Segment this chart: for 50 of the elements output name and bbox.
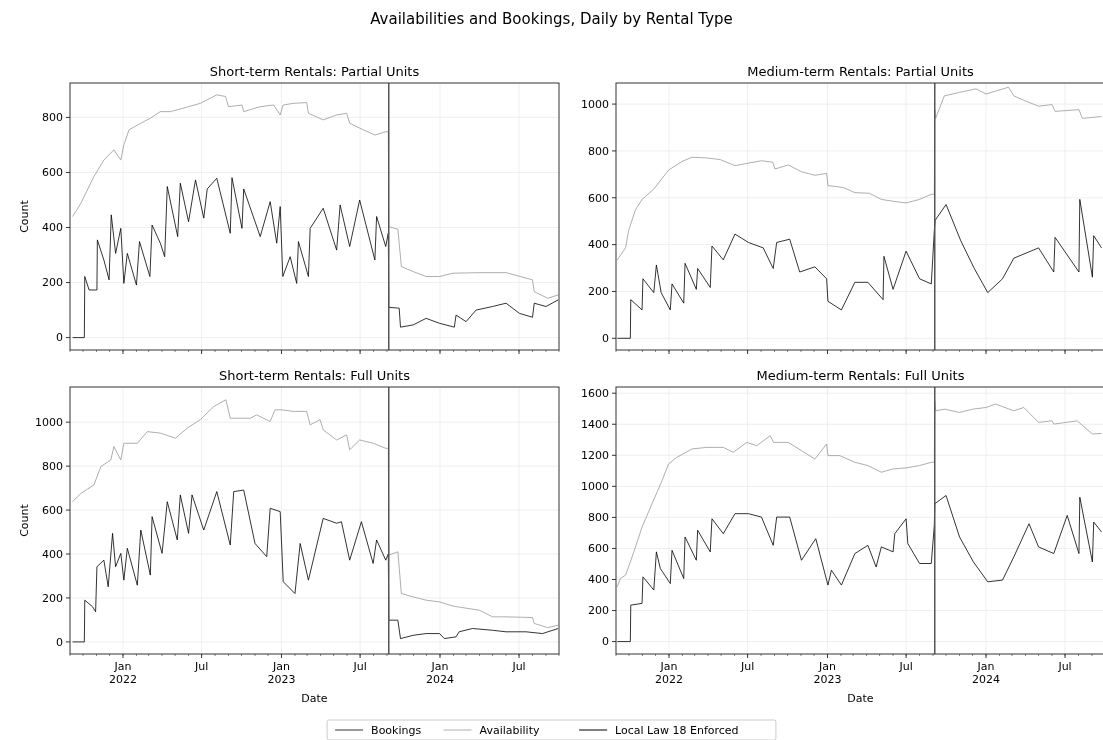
chart-title: Medium-term Rentals: Partial Units [747,64,974,79]
y-tick-label: 200 [42,591,63,605]
y-tick-label: 600 [42,503,63,517]
legend-label: Local Law 18 Enforced [615,723,739,737]
y-tick-label: 1200 [581,449,609,463]
y-tick-label: 0 [602,635,609,649]
x-tick-label: Jan 2022 [108,660,137,686]
legend-label: Availability [479,723,540,737]
y-axis-title: Count [18,503,31,537]
y-tick-label: 600 [588,542,609,556]
x-tick-label: Jul [898,660,913,673]
y-tick-label: 600 [588,191,609,205]
y-tick-label: 200 [588,604,609,618]
y-tick-label: 400 [42,221,63,235]
x-axis-title: Date [847,692,874,705]
y-axis-title: Count [18,199,31,233]
y-tick-label: 1400 [581,418,609,432]
y-tick-label: 1000 [35,416,63,430]
y-tick-label: 200 [588,285,609,299]
y-tick-label: 800 [588,511,609,525]
x-tick-label: Jan 2024 [426,660,455,686]
chart-title: Short-term Rentals: Partial Units [209,64,420,79]
text: Availabilities and Bookings, Daily by Rental Type [370,10,733,28]
chart-title: Medium-term Rentals: Full Units [756,368,965,383]
legend-label: Bookings [371,723,422,737]
x-tick-label: Jan 2024 [972,660,1001,686]
x-tick-label: Jul [511,660,526,673]
chart-title: Short-term Rentals: Full Units [219,368,411,383]
x-tick-label: Jan 2022 [654,660,683,686]
y-tick-label: 800 [42,459,63,473]
y-tick-label: 1000 [581,97,609,111]
x-tick-label: Jul [193,660,209,673]
x-tick-label: Jul [352,660,367,673]
y-tick-label: 600 [42,166,63,180]
x-axis-title: Date [301,692,328,705]
x-tick-label: Jan 2023 [267,660,296,686]
y-tick-label: 400 [42,547,63,561]
x-tick-label: Jan 2023 [813,660,842,686]
y-tick-label: 800 [42,111,63,125]
y-tick-label: 800 [588,144,609,158]
y-tick-label: 400 [588,238,609,252]
y-tick-label: 1000 [581,480,609,494]
y-tick-label: 0 [602,332,609,346]
y-tick-label: 0 [56,635,63,649]
x-tick-label: Jul [1057,660,1072,673]
y-tick-label: 400 [588,573,609,587]
y-tick-label: 200 [42,276,63,290]
x-tick-label: Jul [739,660,755,673]
y-tick-label: 0 [56,331,63,345]
y-tick-label: 1600 [581,387,609,401]
